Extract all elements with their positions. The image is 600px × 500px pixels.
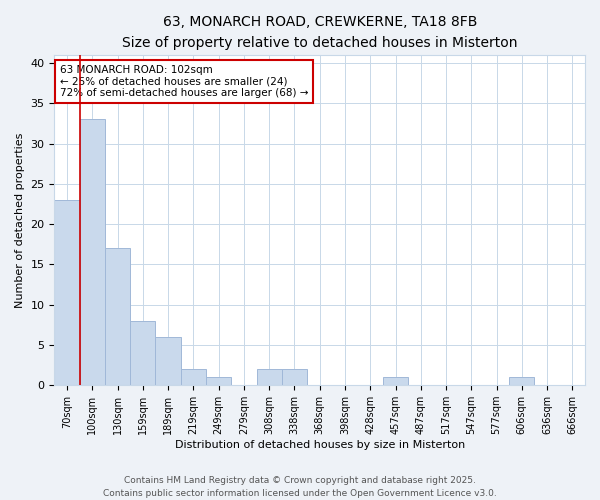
Y-axis label: Number of detached properties: Number of detached properties bbox=[15, 132, 25, 308]
Text: Contains HM Land Registry data © Crown copyright and database right 2025.
Contai: Contains HM Land Registry data © Crown c… bbox=[103, 476, 497, 498]
Bar bbox=[509, 377, 535, 385]
Bar bbox=[181, 369, 206, 385]
Title: 63, MONARCH ROAD, CREWKERNE, TA18 8FB
Size of property relative to detached hous: 63, MONARCH ROAD, CREWKERNE, TA18 8FB Si… bbox=[122, 15, 517, 50]
Bar bbox=[55, 200, 80, 385]
Bar bbox=[155, 337, 181, 385]
Bar bbox=[206, 377, 231, 385]
Text: 63 MONARCH ROAD: 102sqm
← 25% of detached houses are smaller (24)
72% of semi-de: 63 MONARCH ROAD: 102sqm ← 25% of detache… bbox=[60, 65, 308, 98]
Bar bbox=[282, 369, 307, 385]
Bar bbox=[257, 369, 282, 385]
Bar bbox=[130, 321, 155, 385]
X-axis label: Distribution of detached houses by size in Misterton: Distribution of detached houses by size … bbox=[175, 440, 465, 450]
Bar bbox=[105, 248, 130, 385]
Bar bbox=[80, 120, 105, 385]
Bar bbox=[383, 377, 408, 385]
